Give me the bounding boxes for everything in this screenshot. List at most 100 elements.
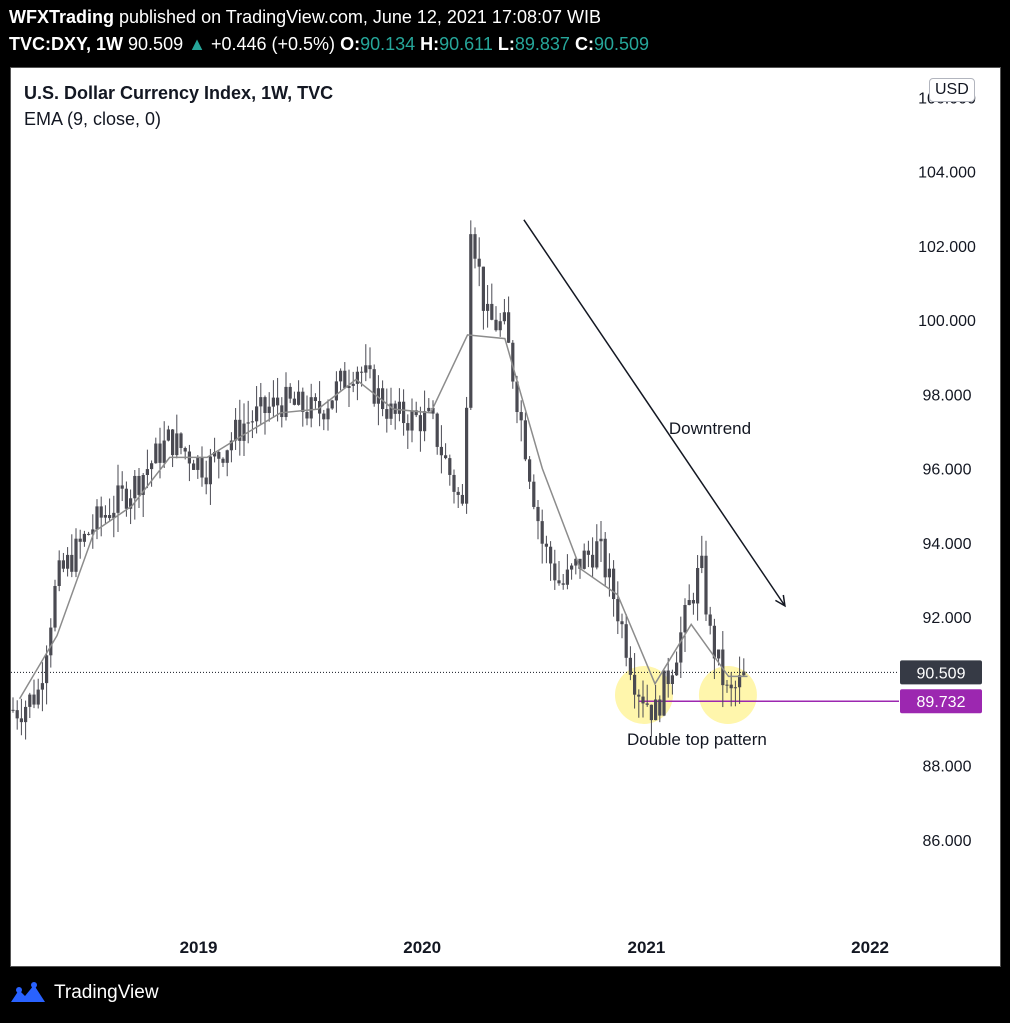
candle-body xyxy=(221,458,225,463)
candle-body xyxy=(565,569,569,585)
open-label: O: xyxy=(340,34,361,54)
support-price-label-bg xyxy=(900,689,982,714)
candle xyxy=(313,393,317,409)
candle xyxy=(343,362,347,389)
candle xyxy=(620,613,624,639)
candle xyxy=(246,400,250,444)
candle xyxy=(259,382,263,425)
candle-body xyxy=(124,488,128,509)
high-label: H: xyxy=(420,34,440,54)
candle xyxy=(418,406,422,452)
candle xyxy=(645,684,649,707)
candle-body xyxy=(242,423,246,441)
candle-body xyxy=(288,386,292,399)
candle xyxy=(561,573,565,590)
candle-body xyxy=(738,675,742,688)
candle xyxy=(204,460,208,495)
publisher-name[interactable]: WFXTrading xyxy=(9,7,114,27)
open-value: 90.134 xyxy=(360,34,416,54)
candle-body xyxy=(586,550,590,555)
candle xyxy=(242,403,246,456)
candle-body xyxy=(87,533,91,535)
downtrend-label: Downtrend xyxy=(669,419,751,438)
candle-body xyxy=(670,675,674,685)
candle xyxy=(393,400,397,430)
candle xyxy=(725,680,729,693)
candle-body xyxy=(217,452,221,459)
support-price-label-text: 89.732 xyxy=(917,694,966,711)
candle-body xyxy=(687,600,691,606)
candle-body xyxy=(192,463,196,470)
y-tick-label: 88.000 xyxy=(923,759,972,776)
candle xyxy=(91,514,95,549)
candle xyxy=(99,496,103,537)
candle-body xyxy=(82,533,86,542)
candle-body xyxy=(700,555,704,569)
candle xyxy=(570,563,574,580)
low-label: L: xyxy=(497,34,515,54)
y-tick-label: 86.000 xyxy=(923,833,972,850)
candle xyxy=(15,700,19,730)
candle xyxy=(444,443,448,460)
candle xyxy=(36,678,40,709)
candle-body xyxy=(691,600,695,604)
candle-body xyxy=(431,407,435,414)
candle xyxy=(687,584,691,606)
candle-body xyxy=(343,370,347,389)
candle xyxy=(612,560,616,617)
x-tick-label: 2019 xyxy=(180,938,218,957)
candle-body xyxy=(477,258,481,267)
candle-body xyxy=(141,475,145,495)
candle xyxy=(469,220,473,411)
candle xyxy=(292,391,296,406)
candle xyxy=(465,396,469,514)
candle xyxy=(410,398,414,443)
candle-body xyxy=(486,303,490,311)
candle xyxy=(150,460,154,487)
candle xyxy=(654,684,658,721)
candle xyxy=(108,498,112,522)
candle-body xyxy=(490,303,494,320)
candle xyxy=(696,555,700,621)
candle xyxy=(334,371,338,413)
candle xyxy=(196,455,200,479)
candle xyxy=(28,692,32,719)
candle-body xyxy=(397,401,401,414)
candle-body xyxy=(519,412,523,421)
candle-body xyxy=(91,529,95,535)
ema-line xyxy=(18,334,748,700)
candle xyxy=(515,375,519,424)
candle-body xyxy=(234,419,238,441)
candle xyxy=(78,529,82,559)
candle-body xyxy=(599,538,603,542)
candle-body xyxy=(414,410,418,416)
candle xyxy=(637,689,641,718)
candle-body xyxy=(641,696,645,704)
candle xyxy=(427,398,431,414)
candle-body xyxy=(238,419,242,441)
candle xyxy=(553,549,557,590)
price-chart[interactable]: Downtrend Double top pattern 86.000 88.000 9… xyxy=(11,68,1000,966)
candle-body xyxy=(267,406,271,413)
currency-button[interactable]: USD xyxy=(929,78,975,102)
chart-panel[interactable]: Downtrend Double top pattern 86.000 88.000 9… xyxy=(10,67,1001,967)
candle-body xyxy=(208,456,212,485)
candle-body xyxy=(469,234,473,408)
candle-body xyxy=(607,568,611,578)
candle xyxy=(137,467,141,508)
candle-body xyxy=(456,491,460,495)
candle-body xyxy=(418,415,422,432)
candle-body xyxy=(603,538,607,578)
candle-body xyxy=(658,699,662,716)
candle xyxy=(87,531,91,536)
candle-body xyxy=(355,371,359,384)
candle-body xyxy=(376,388,380,404)
candle xyxy=(200,446,204,487)
candle-body xyxy=(66,554,70,569)
indicator-legend[interactable]: EMA (9, close, 0) xyxy=(24,109,162,129)
candle-body xyxy=(498,321,502,331)
footer-brand[interactable]: TradingView xyxy=(10,982,159,1004)
candle-body xyxy=(49,627,53,656)
candle-body xyxy=(112,512,116,519)
candle xyxy=(187,444,191,482)
